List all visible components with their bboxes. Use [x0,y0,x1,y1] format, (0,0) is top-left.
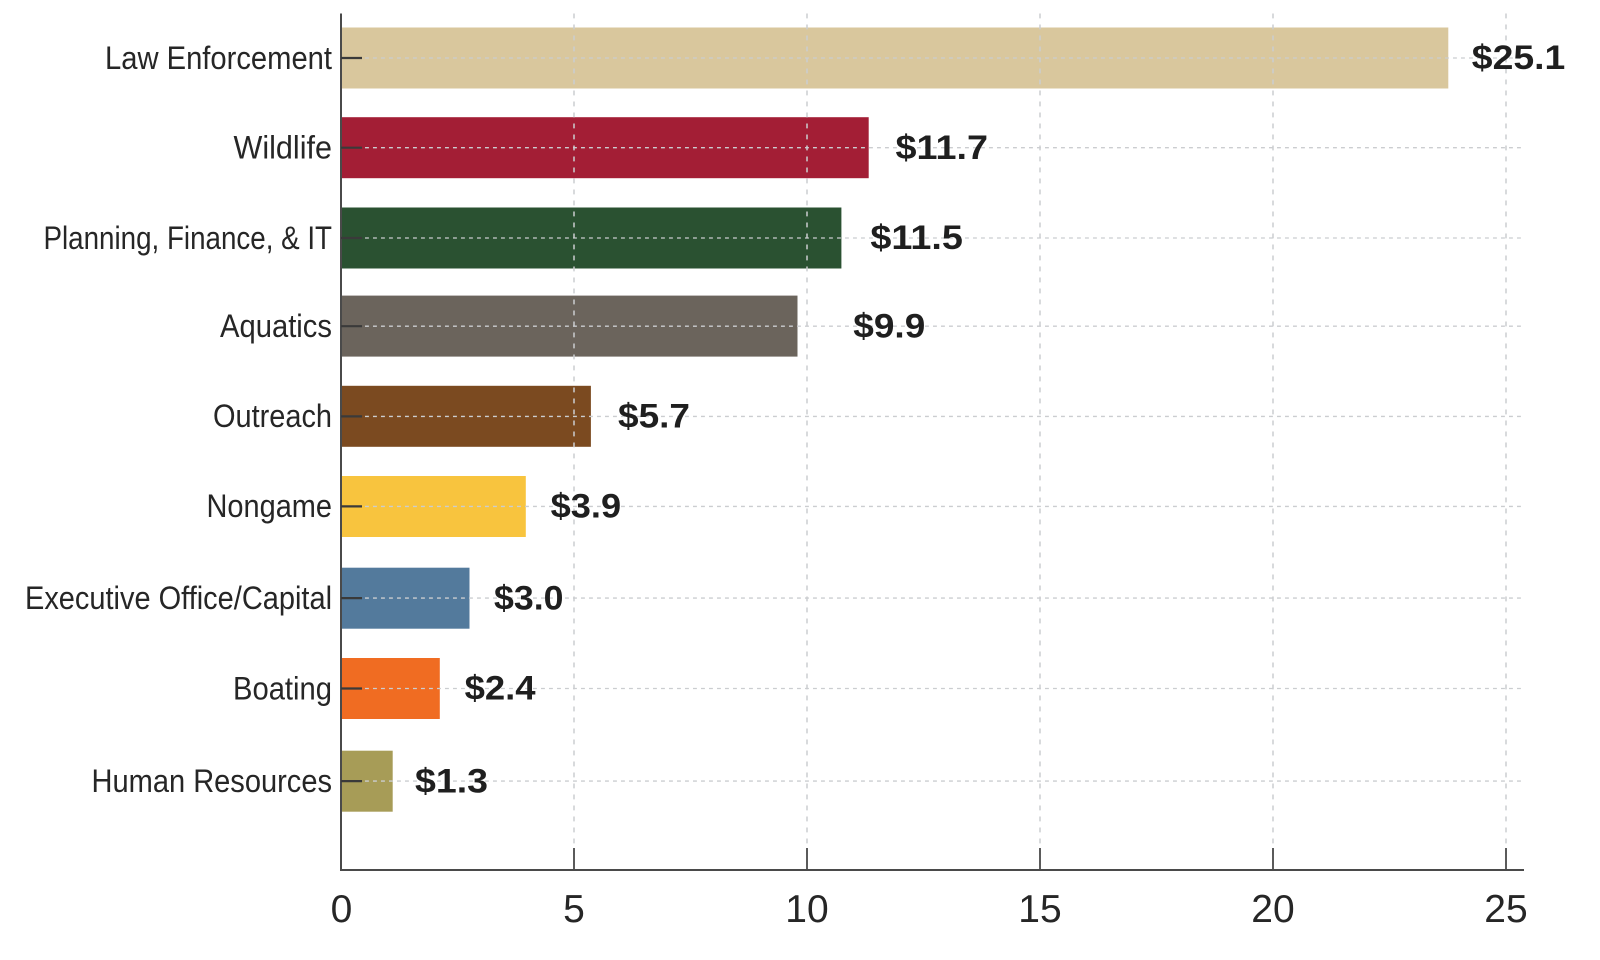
svg-text:Planning, Finance, & IT: Planning, Finance, & IT [44,220,333,256]
svg-text:$3.0: $3.0 [494,579,564,617]
svg-text:$25.1: $25.1 [1472,39,1566,77]
svg-text:25: 25 [1484,888,1527,931]
svg-text:Outreach: Outreach [213,398,332,434]
svg-text:Executive Office/Capital: Executive Office/Capital [25,580,332,616]
svg-text:Human Resources: Human Resources [92,763,333,799]
svg-text:$11.7: $11.7 [896,129,989,167]
svg-text:$3.9: $3.9 [551,488,622,526]
svg-text:20: 20 [1251,888,1294,931]
svg-text:Law Enforcement: Law Enforcement [105,40,332,76]
svg-text:Aquatics: Aquatics [220,308,332,344]
svg-text:15: 15 [1018,888,1061,931]
svg-text:Wildlife: Wildlife [234,130,333,166]
svg-text:$11.5: $11.5 [870,219,963,257]
svg-text:$5.7: $5.7 [618,398,690,436]
svg-text:10: 10 [785,888,828,931]
svg-text:Nongame: Nongame [207,488,333,524]
svg-text:$9.9: $9.9 [853,307,925,345]
svg-text:5: 5 [563,888,585,931]
svg-text:$1.3: $1.3 [415,762,488,800]
svg-text:$2.4: $2.4 [465,670,536,708]
svg-text:Boating: Boating [233,670,332,706]
svg-text:0: 0 [331,888,353,931]
